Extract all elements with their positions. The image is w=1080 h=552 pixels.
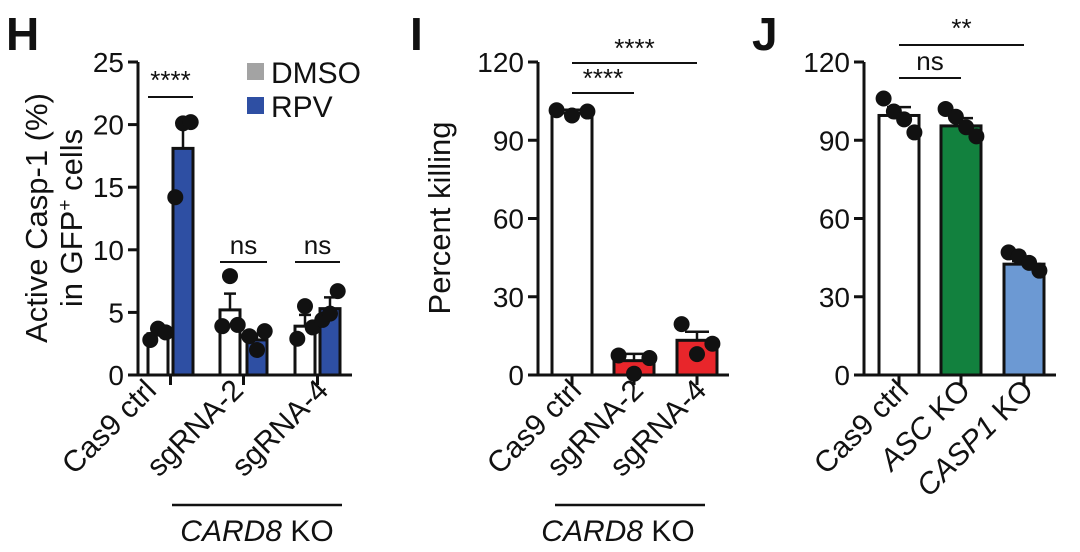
panel-h-ylabel-sup: + <box>55 200 76 211</box>
panel-i-group-italic: CARD8 <box>541 515 643 548</box>
legend-dmso-swatch <box>247 63 264 80</box>
panel-j-data-point <box>906 124 923 141</box>
legend-rpv-label: RPV <box>271 91 333 124</box>
panel-i-group-label: CARD8 KO <box>541 515 694 548</box>
panel-i-significance-label: **** <box>614 33 654 63</box>
panel-h-y-tick-label: 25 <box>93 47 124 78</box>
panel-j-significance-label: ns <box>916 46 943 76</box>
panel-j-data-point <box>875 90 892 107</box>
panel-i-y-tick-label: 120 <box>477 47 524 78</box>
panel-h-data-point <box>249 341 265 358</box>
panel-i-bar <box>550 111 594 377</box>
panel-h-group-rest: KO <box>282 515 334 548</box>
panel-h-significance-label: **** <box>150 65 190 95</box>
panel-h-ylabel-line2-post: cells <box>54 129 89 200</box>
panel-j-data-point <box>1031 262 1048 279</box>
panel-j-y-tick-label: 0 <box>834 360 850 391</box>
panel-letter-i: I <box>410 8 423 60</box>
panel-h-y-tick-label: 5 <box>108 297 124 328</box>
panel-h-data-point <box>182 114 199 131</box>
panel-j-y-tick-label: 120 <box>803 47 850 78</box>
panel-j-bar <box>877 113 921 377</box>
panel-h-data-point <box>214 318 231 335</box>
panel-i-y-tick-label: 30 <box>493 282 524 313</box>
panel-i-y-tick-label: 60 <box>493 204 524 235</box>
panel-i-data-point <box>704 335 721 352</box>
panel-j-data-point <box>896 111 913 128</box>
legend-rpv-swatch <box>247 97 264 114</box>
panel-h-data-point <box>329 283 346 300</box>
panel-i-y-tick-label: 0 <box>508 360 524 391</box>
panel-j-data-point <box>958 119 975 136</box>
panel-letter-h: H <box>6 8 39 60</box>
panel-h-group-label: CARD8 KO <box>180 515 333 548</box>
panel-h-data-point <box>167 189 184 206</box>
panel-h-ylabel-line2: in GFP+ cells <box>54 129 89 307</box>
panel-i-data-point <box>641 350 658 367</box>
panel-h-data-point <box>157 324 174 341</box>
panel-h-y-tick-label: 15 <box>93 172 124 203</box>
panel-i-data-point <box>689 346 705 363</box>
panel-i-significance-label: **** <box>583 63 623 93</box>
panel-h-ylabel-line1: Active Casp-1 (%) <box>19 93 54 343</box>
panel-h-significance-label: ns <box>230 230 257 260</box>
panel-i-data-point <box>610 347 627 364</box>
panel-j-bar <box>1002 262 1046 377</box>
panel-j-y-tick-label: 90 <box>819 125 850 156</box>
panel-h-data-point <box>142 331 159 348</box>
panel-h-data-point <box>289 330 306 347</box>
panel-letter-j: J <box>752 8 778 60</box>
panel-h-ylabel-line2-pre: in GFP <box>54 211 89 307</box>
panel-h-data-point <box>322 305 338 322</box>
panel-h-y-tick-label: 20 <box>93 110 124 141</box>
panel-j-data-point <box>947 108 964 125</box>
panel-i-data-point <box>564 107 580 124</box>
panel-j-data-point <box>968 128 985 145</box>
panel-h-data-point <box>297 298 313 315</box>
legend-dmso-label: DMSO <box>271 57 361 90</box>
panel-j-y-tick-label: 30 <box>819 282 850 313</box>
panel-i-ylabel: Percent killing <box>422 122 457 315</box>
panel-j-significance-label: ** <box>951 13 971 43</box>
panel-j-bar <box>939 124 983 377</box>
panel-h-y-tick-label: 10 <box>93 235 124 266</box>
panel-h-data-point <box>229 316 246 333</box>
panel-h-group-italic: CARD8 <box>180 515 282 548</box>
panel-i-y-tick-label: 90 <box>493 125 524 156</box>
panel-h-significance-label: ns <box>304 230 331 260</box>
panel-h-y-tick-label: 0 <box>108 360 124 391</box>
panel-i-data-point <box>548 102 565 119</box>
panel-h-bar <box>171 146 195 377</box>
panel-i-data-point <box>626 365 642 382</box>
panel-i-data-point <box>579 103 596 120</box>
panel-h-data-point <box>241 328 258 345</box>
panel-h-data-point <box>256 323 273 340</box>
panel-i-group-rest: KO <box>643 515 695 548</box>
panel-i-data-point <box>673 316 690 333</box>
panel-j-y-tick-label: 60 <box>819 204 850 235</box>
panel-h-data-point <box>222 268 238 285</box>
